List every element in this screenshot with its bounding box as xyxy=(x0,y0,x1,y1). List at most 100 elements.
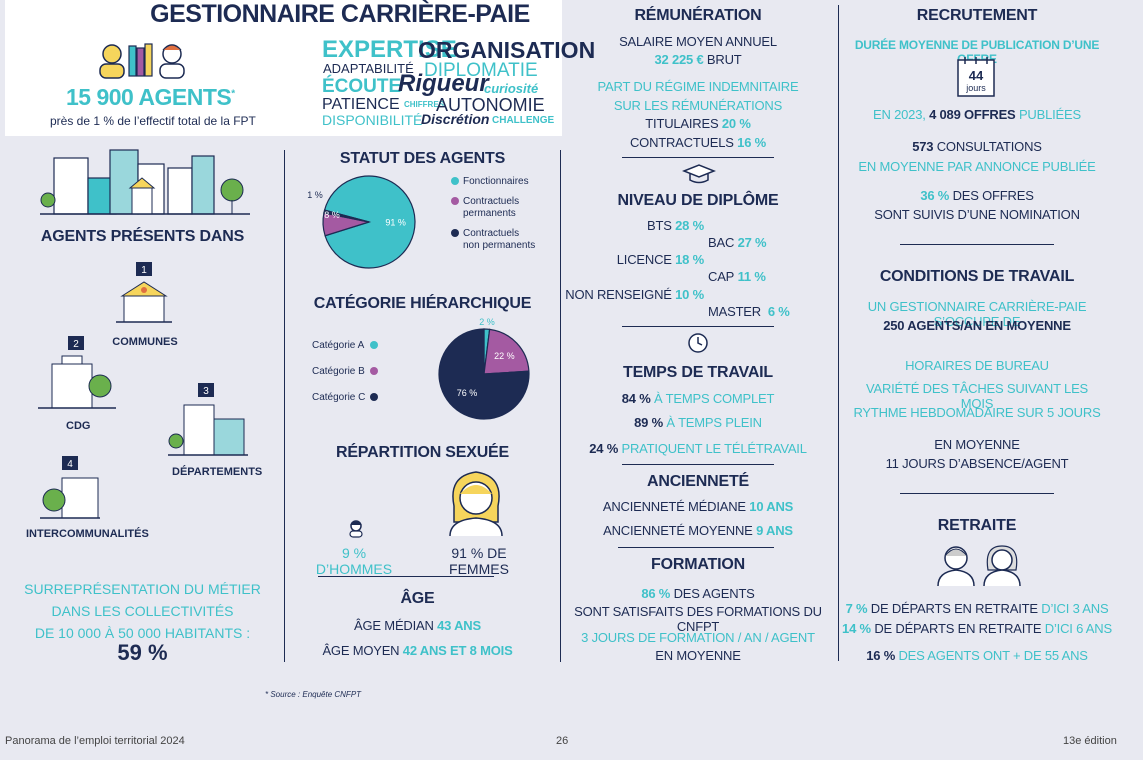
teletravail: 24 % PRATIQUENT LE TÉLÉTRAVAIL xyxy=(570,441,826,456)
temps-complet-label: À TEMPS COMPLET xyxy=(653,391,775,406)
categorie-legend-dot-2 xyxy=(370,393,378,401)
word-expertise: EXPERTISE xyxy=(322,36,457,63)
absence-line2: 11 JOURS D’ABSENCE/AGENT xyxy=(885,456,1069,471)
man-icon xyxy=(349,520,363,538)
word-ecoute: ÉCOUTE xyxy=(322,76,402,97)
diplome-bac: BAC 27 % xyxy=(708,235,798,250)
categorie-slice-1 xyxy=(483,328,530,375)
presence-title: AGENTS PRÉSENTS DANS xyxy=(40,228,245,245)
titulaires-label: TITULAIRES xyxy=(645,116,719,131)
rank-badge-3: 3 xyxy=(203,386,209,397)
statut-title: STATUT DES AGENTS xyxy=(339,150,506,167)
diplome-bts-value: 28 % xyxy=(675,218,704,233)
city-buildings-icon xyxy=(40,149,250,215)
footer-publication: Panorama de l’emploi territorial 2024 xyxy=(5,735,185,747)
formation-jours-line2: EN MOYENNE xyxy=(655,648,741,663)
absence-line1: EN MOYENNE xyxy=(934,437,1020,452)
agents-subtitle: près de 1 % de l’effectif total de la FP… xyxy=(50,114,256,128)
temps-plein-label: À TEMPS PLEIN xyxy=(666,415,762,430)
consultations-line2: EN MOYENNE PAR ANNONCE PUBLIÉE xyxy=(858,159,1096,174)
formation-jours: 3 JOURS DE FORMATION / AN / AGENT xyxy=(581,630,815,645)
retraite-55ans-label: DES AGENTS ONT + DE 55 ANS xyxy=(898,648,1088,663)
categorie-legend-label-1: Catégorie B xyxy=(312,366,365,377)
word-curiosite: curiosité xyxy=(484,81,539,96)
retirees-icon xyxy=(937,545,1021,587)
retraite-3ans-value: 7 % xyxy=(845,601,868,616)
statut-slice-2 xyxy=(323,209,370,223)
statut-label-0: 91 % xyxy=(385,217,406,227)
formation-satisfaction: 86 % DES AGENTS xyxy=(570,586,826,601)
part-regime-line-2: SUR LES RÉMUNÉRATIONS xyxy=(613,98,783,113)
categorie-legend-label-2: Catégorie C xyxy=(312,392,365,403)
temps-complet-value: 84 % xyxy=(621,391,651,406)
diplome-master: MASTER 6 % xyxy=(708,304,798,319)
teletravail-label: PRATIQUENT LE TÉLÉTRAVAIL xyxy=(621,441,807,456)
contractuels-row: CONTRACTUELS 16 % xyxy=(570,135,826,150)
nomination: 36 % DES OFFRES xyxy=(850,188,1104,203)
page-title: GESTIONNAIRE CARRIÈRE-PAIE xyxy=(150,0,530,28)
people-with-files-icon xyxy=(99,43,185,79)
nomination-line2: SONT SUIVIS D’UNE NOMINATION xyxy=(874,207,1080,222)
retraite-6ans-mid: DE DÉPARTS EN RETRAITE xyxy=(874,621,1042,636)
header-box xyxy=(5,0,562,136)
offres-publiees: EN 2023, 4 089 OFFRES PUBLIÉES xyxy=(850,107,1104,122)
overrepresentation-line-1: SURREPRÉSENTATION DU MÉTIER xyxy=(24,581,261,597)
divider-temps-anciennete xyxy=(622,464,774,465)
formation-satisfaction-line2: SONT SATISFAITS DES FORMATIONS DU CNFPT xyxy=(574,604,822,634)
part-regime-line-1: PART DU RÉGIME INDEMNITAIRE xyxy=(597,79,799,94)
divider-sexe-age xyxy=(318,576,494,577)
categorie-pie-chart: 2 % 22 % 76 % Catégorie A Catégorie B Catégor… xyxy=(312,317,530,420)
temps-plein: 89 % À TEMPS PLEIN xyxy=(570,415,826,430)
conditions-rythme: RYTHME HEBDOMADAIRE SUR 5 JOURS xyxy=(853,405,1101,420)
word-discretion: Discrétion xyxy=(421,111,490,127)
formation-title: FORMATION xyxy=(651,556,745,573)
divider-anciennete-formation xyxy=(618,547,774,548)
retraite-55ans-value: 16 % xyxy=(866,648,896,663)
anciennete-mediane: ANCIENNETÉ MÉDIANE 10 ANS xyxy=(570,499,826,514)
diplome-cap-value: 11 % xyxy=(737,269,766,284)
divider-recrutement-conditions xyxy=(900,244,1054,245)
salaire-value-row: 32 225 € BRUT xyxy=(570,52,826,67)
age-title: ÂGE xyxy=(400,590,435,607)
titulaires-value: 20 % xyxy=(721,116,751,131)
diplome-nr-value: 10 % xyxy=(675,287,704,302)
statut-legend-label-2-1: non permanents xyxy=(463,240,535,251)
diplome-title: NIVEAU DE DIPLÔME xyxy=(617,192,779,209)
categorie-legend-dot-1 xyxy=(370,367,378,375)
diplome-master-label: MASTER xyxy=(708,304,761,319)
offres-pre: EN 2023, xyxy=(873,107,926,122)
age-median-label: ÂGE MÉDIAN xyxy=(354,618,434,633)
consultations: 573 CONSULTATIONS xyxy=(850,139,1104,154)
word-organisation: ORGANISATION xyxy=(418,37,596,63)
column-divider-2 xyxy=(560,150,561,662)
conditions-variete: VARIÉTÉ DES TÂCHES SUIVANT LES MOIS xyxy=(865,381,1089,411)
diplome-licence-value: 18 % xyxy=(675,252,704,267)
anciennete-moyenne-label: ANCIENNETÉ MOYENNE xyxy=(603,523,753,538)
recrutement-title: RECRUTEMENT xyxy=(916,7,1038,24)
retraite-6ans-tail: D’ICI 6 ANS xyxy=(1044,621,1112,636)
diplome-licence: LICENCE 18 % xyxy=(570,252,704,267)
clock-icon xyxy=(688,333,708,353)
anciennete-moyenne: ANCIENNETÉ MOYENNE 9 ANS xyxy=(570,523,826,538)
categorie-label-0: 2 % xyxy=(479,317,495,327)
intercommunalite-building-icon: 4 xyxy=(40,456,100,519)
offres-value: 4 089 OFFRES xyxy=(929,107,1016,122)
part-regime: PART DU RÉGIME INDEMNITAIRE SUR LES RÉMU… xyxy=(570,77,826,115)
departement-building-icon: 3 xyxy=(168,383,248,456)
rank-badge-1: 1 xyxy=(141,265,147,276)
retraite-6ans-value: 14 % xyxy=(842,621,871,636)
presence-communes: COMMUNES xyxy=(112,336,178,348)
conditions-line2: 250 AGENTS/AN EN MOYENNE xyxy=(883,318,1071,333)
calendar-icon: 44 jours xyxy=(957,57,995,97)
categorie-label-2: 76 % xyxy=(457,388,478,398)
diplome-bts: BTS 28 % xyxy=(570,218,704,233)
statut-legend-label-2-0: Contractuels xyxy=(463,228,519,239)
salaire-unit: BRUT xyxy=(706,52,742,67)
diplome-bac-label: BAC xyxy=(708,235,735,250)
diplome-cap-label: CAP xyxy=(708,269,735,284)
word-rigueur: Rigueur xyxy=(398,70,489,97)
salaire-value: 32 225 € xyxy=(654,52,704,67)
footer-edition: 13e édition xyxy=(1063,735,1117,747)
formation-satisfaction-label: DES AGENTS xyxy=(673,586,755,601)
statut-slice-0 xyxy=(323,175,416,269)
